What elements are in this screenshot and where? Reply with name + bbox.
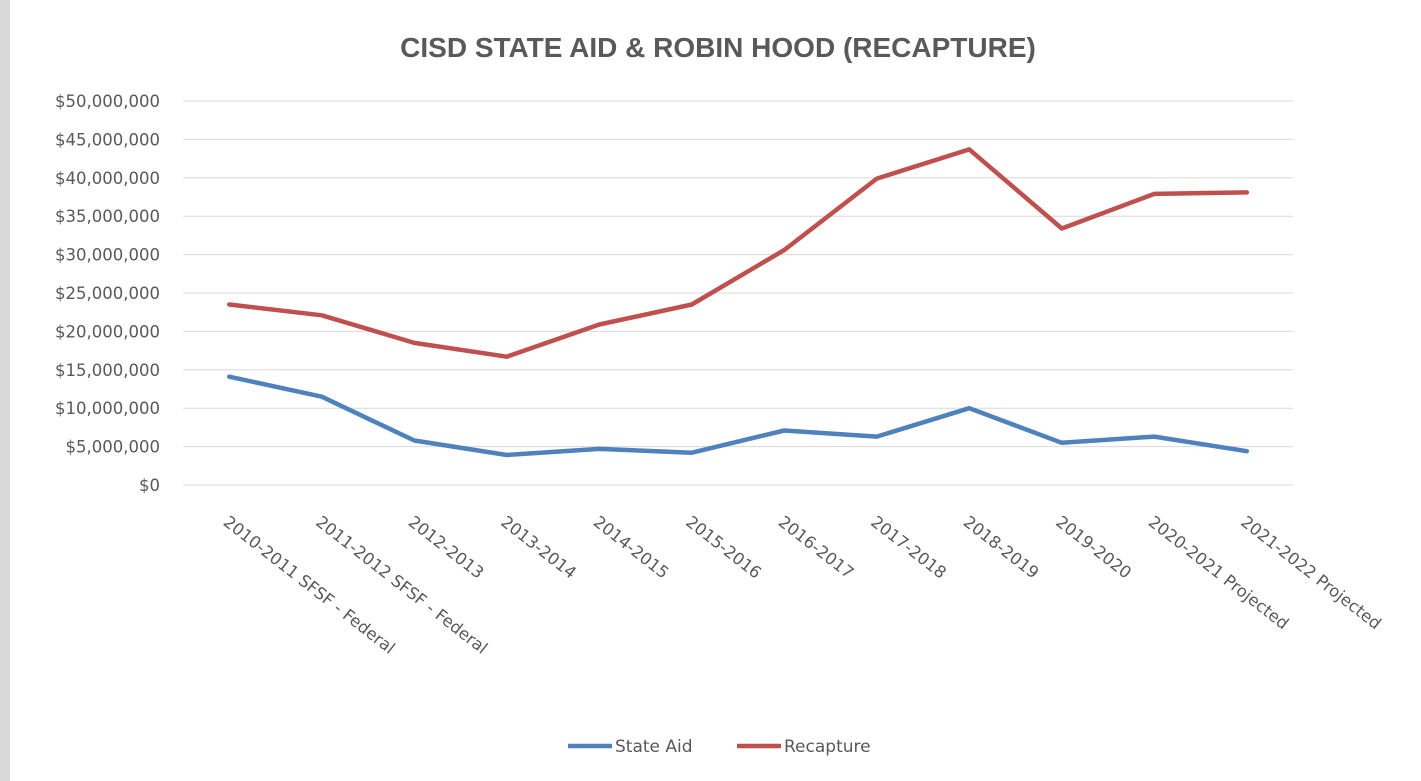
- y-tick-label: $10,000,000: [55, 399, 160, 418]
- x-tick-label: 2014-2015: [590, 512, 673, 582]
- data-point: [1152, 435, 1156, 439]
- data-point: [690, 303, 694, 307]
- x-tick-label: 2015-2016: [682, 512, 765, 582]
- data-point: [967, 147, 971, 151]
- data-point: [320, 395, 324, 399]
- series-lines: [227, 147, 1250, 458]
- x-tick-label: 2018-2019: [960, 512, 1043, 582]
- legend: State Aid Recapture: [568, 737, 871, 757]
- data-point: [320, 313, 324, 317]
- gridlines: [183, 100, 1293, 486]
- data-point: [782, 248, 786, 252]
- data-point: [1060, 441, 1064, 445]
- data-point: [1245, 449, 1249, 453]
- data-point: [1060, 226, 1064, 230]
- y-axis: $0 $5,000,000 $10,000,000 $15,000,000 $20,00…: [55, 92, 160, 495]
- x-tick-label: 2011-2012 SFSF - Federal: [312, 512, 491, 658]
- x-tick-label: 2019-2020: [1052, 512, 1135, 582]
- data-point: [875, 435, 879, 439]
- data-point: [505, 453, 509, 457]
- y-tick-label: $30,000,000: [55, 246, 160, 265]
- data-point: [597, 447, 601, 451]
- y-tick-label: $40,000,000: [55, 169, 160, 188]
- y-tick-label: $50,000,000: [55, 92, 160, 111]
- y-tick-label: $5,000,000: [66, 438, 160, 457]
- chart-title: CISD STATE AID & ROBIN HOOD (RECAPTURE): [400, 32, 1036, 63]
- legend-label: Recapture: [784, 737, 871, 757]
- series-line-recapture: [227, 147, 1250, 359]
- data-point: [875, 177, 879, 181]
- data-point: [967, 406, 971, 410]
- data-point: [1245, 190, 1249, 194]
- x-tick-label: 2010-2011 SFSF - Federal: [220, 512, 399, 658]
- y-tick-label: $45,000,000: [55, 130, 160, 149]
- data-point: [690, 451, 694, 455]
- line-chart: CISD STATE AID & ROBIN HOOD (RECAPTURE) …: [55, 32, 1385, 757]
- data-point: [505, 355, 509, 359]
- series-line-state-aid: [227, 374, 1250, 458]
- data-point: [227, 303, 231, 307]
- data-point: [227, 375, 231, 379]
- y-tick-label: $0: [139, 476, 160, 495]
- x-tick-label: 2017-2018: [867, 512, 950, 582]
- data-point: [412, 438, 416, 442]
- y-tick-label: $35,000,000: [55, 207, 160, 226]
- y-tick-label: $15,000,000: [55, 361, 160, 380]
- chart-area: CISD STATE AID & ROBIN HOOD (RECAPTURE) …: [10, 0, 1421, 781]
- data-point: [412, 341, 416, 345]
- y-tick-label: $25,000,000: [55, 284, 160, 303]
- x-tick-label: 2012-2013: [405, 512, 488, 582]
- x-tick-label: 2013-2014: [497, 512, 580, 582]
- legend-label: State Aid: [615, 737, 693, 757]
- y-tick-label: $20,000,000: [55, 322, 160, 341]
- data-point: [782, 428, 786, 432]
- x-tick-label: 2016-2017: [775, 512, 858, 582]
- data-point: [597, 322, 601, 326]
- data-point: [1152, 192, 1156, 196]
